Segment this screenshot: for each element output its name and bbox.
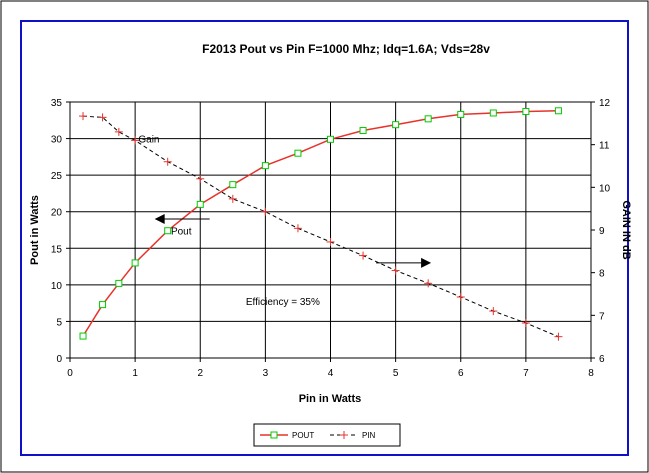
y-tick-label: 15 [51,244,63,255]
data-point-pin [261,207,270,216]
y2-tick-label: 10 [599,183,611,194]
annotations: Gain Pout Efficiency = 35% [138,135,432,308]
arrow-right-icon [376,257,432,268]
data-point-pout [131,259,139,267]
y-axis-title: Pout in Watts [29,195,41,265]
x-tick-label: 0 [67,368,73,379]
data-point-pin [521,319,530,328]
x-tick-label: 2 [197,368,203,379]
data-point-pout [424,115,432,123]
arrow-left-icon [154,214,210,225]
y-tick-label: 10 [51,281,63,292]
data-point-pin [424,279,433,288]
data-point-pout [79,332,87,340]
y2-tick-label: 8 [599,269,605,280]
data-point-pin [196,174,205,183]
data-point-pout [229,181,237,189]
legend-box [253,423,401,447]
data-point-pin [326,237,335,246]
data-point-pout [522,108,530,116]
data-point-pin [554,332,563,341]
legend-pout-marker [270,431,278,439]
data-point-pin [489,307,498,316]
data-point-pout [392,121,400,129]
data-point-pin [456,292,465,301]
grid-lines [70,102,591,358]
y2-tick-label: 9 [599,226,605,237]
x-tick-label: 3 [263,368,269,379]
data-point-pin [293,224,302,233]
data-point-pin [359,251,368,260]
y2-tick-label: 12 [599,98,611,109]
y-tick-label: 30 [51,135,63,146]
y-tick-label: 25 [51,171,63,182]
annotation-label: Gain [138,135,159,146]
x-tick-label: 8 [588,368,594,379]
data-point-pout [164,227,172,235]
data-point-pin [79,112,88,121]
data-point-pout [196,200,204,208]
y-tick-label: 5 [56,317,62,328]
data-point-pout [99,301,107,309]
data-point-pout [457,110,465,118]
y-tick-label: 20 [51,208,63,219]
y2-axis-title: GAIN IN dB [620,200,632,259]
x-tick-label: 5 [393,368,399,379]
data-point-pin [228,194,237,203]
legend-pin-marker [340,431,348,439]
chart-title: F2013 Pout vs Pin F=1000 Mhz; Idq=1.6A; … [202,42,490,56]
data-point-pout [359,127,367,135]
data-point-pin [391,266,400,275]
x-tick-label: 6 [458,368,464,379]
y-tick-label: 35 [51,98,63,109]
x-tick-label: 7 [523,368,529,379]
data-point-pin [98,113,107,122]
data-point-pout [261,162,269,170]
data-point-pout [294,149,302,157]
x-axis-title: Pin in Watts [299,393,362,405]
legend-pin-label: PIN [362,431,376,440]
y2-tick-label: 7 [599,311,605,322]
y2-tick-label: 6 [599,354,605,365]
data-point-pin [131,136,140,145]
data-point-pout [327,135,334,143]
x-tick-label: 4 [328,368,334,379]
y2-tick-label: 11 [599,141,610,152]
y-tick-label: 0 [56,354,62,365]
annotation-label: Efficiency = 35% [246,297,320,308]
x-tick-label: 1 [132,368,138,379]
annotation-label: Pout [171,227,192,238]
data-point-pout [115,279,123,287]
data-point-pin [163,157,172,166]
legend: POUT PIN [253,423,401,447]
markers [79,107,563,341]
legend-pout-label: POUT [292,431,314,440]
data-point-pout [554,107,562,115]
data-point-pin [114,127,123,136]
data-point-pout [489,109,497,117]
